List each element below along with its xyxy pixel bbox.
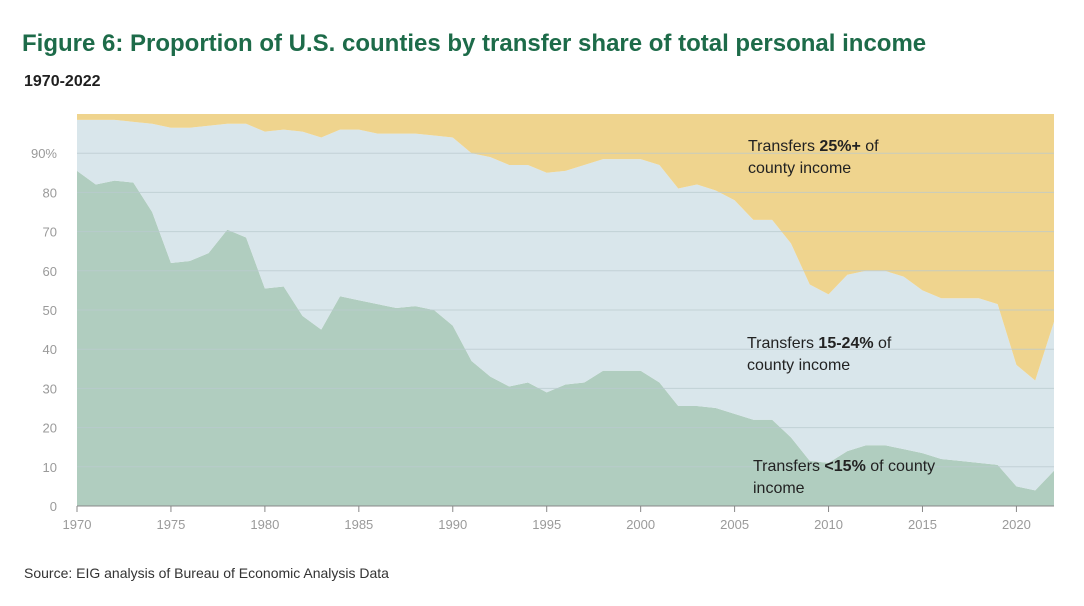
annotation-lt15-part: Transfers (753, 458, 824, 475)
annotation-lt15-part: of county (866, 458, 935, 475)
annotation-ge25-part: 25%+ (819, 138, 860, 155)
chart-title: Figure 6: Proportion of U.S. counties by… (22, 30, 927, 57)
annotation-lt15-part: <15% (824, 458, 865, 475)
annotation-lt15-part: income (753, 480, 805, 497)
y-tick-label-60: 60 (43, 264, 57, 279)
annotation-lt15: Transfers <15% of county income (753, 458, 935, 497)
area-ge25 (77, 114, 1054, 381)
x-tick-label-1970: 1970 (63, 517, 92, 532)
y-tick-label-10: 10 (43, 460, 57, 475)
annotation-mid-part: of (874, 335, 892, 352)
area-lt15 (77, 170, 1054, 506)
y-tick-label-40: 40 (43, 342, 57, 357)
x-tick-label-1985: 1985 (344, 517, 373, 532)
x-tick-label-2010: 2010 (814, 517, 843, 532)
x-tick-label-1995: 1995 (532, 517, 561, 532)
annotation-ge25-part: Transfers (748, 138, 819, 155)
chart-subtitle: 1970-2022 (24, 73, 101, 90)
x-axis (76, 505, 1054, 512)
annotation-ge25-part: county income (748, 160, 851, 177)
x-axis-tick-labels: 1970 1975 1980 1985 1990 1995 2000 2005 2010 2015… (63, 517, 1031, 532)
source-note: Source: EIG analysis of Bureau of Econom… (24, 565, 389, 581)
annotation-mid: Transfers 15-24% of county income (747, 335, 892, 374)
area-mid (77, 119, 1054, 491)
annotation-mid-part: Transfers (747, 335, 818, 352)
annotation-ge25-part: of (861, 138, 879, 155)
y-tick-label-70: 70 (43, 225, 57, 240)
x-tick-label-1980: 1980 (250, 517, 279, 532)
y-axis-tick-labels: 0 10 20 30 40 50 60 70 80 90% (31, 146, 57, 514)
x-tick-label-1975: 1975 (156, 517, 185, 532)
annotation-mid-part: 15-24% (818, 335, 873, 352)
annotation-mid-part: county income (747, 357, 850, 374)
series-annotations: Transfers 25%+ of county incomeTransfers … (747, 138, 935, 497)
x-tick-label-2000: 2000 (626, 517, 655, 532)
y-tick-label-20: 20 (43, 421, 57, 436)
y-tick-label-90: 90% (31, 146, 57, 161)
annotation-ge25: Transfers 25%+ of county income (748, 138, 879, 177)
x-tick-label-2005: 2005 (720, 517, 749, 532)
y-tick-label-30: 30 (43, 381, 57, 396)
gridlines (77, 152, 1054, 468)
y-tick-label-50: 50 (43, 303, 57, 318)
x-tick-label-2020: 2020 (1002, 517, 1031, 532)
area-layer (77, 114, 1054, 506)
x-tick-label-1990: 1990 (438, 517, 467, 532)
x-tick-label-2015: 2015 (908, 517, 937, 532)
y-tick-label-0: 0 (50, 499, 57, 514)
y-tick-label-80: 80 (43, 185, 57, 200)
